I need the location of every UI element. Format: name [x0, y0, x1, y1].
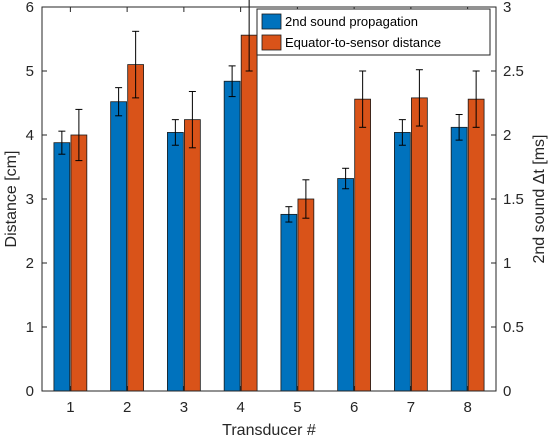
bar-series-1-transducer-6: [337, 178, 354, 392]
left-y-tick-label: 0: [26, 383, 34, 400]
bar-series-1-transducer-7: [394, 132, 411, 392]
errorbar-series-1-transducer-8: [455, 114, 463, 141]
x-tick-label: 4: [236, 399, 244, 416]
bar-series-1-transducer-8: [450, 126, 468, 392]
errorbar-series-2-transducer-2: [132, 30, 140, 99]
x-tick-label: 8: [463, 399, 471, 416]
x-tick-label: 6: [350, 399, 358, 416]
x-tick-labels: 1 2 3 4 5 6 7 8: [66, 399, 472, 416]
right-y-tick-label: 2: [503, 127, 511, 144]
x-axis-title: Transducer #: [222, 422, 316, 439]
right-y-axis-title: 2nd sound Δt [ms]: [531, 135, 548, 264]
x-tick-label: 5: [293, 399, 301, 416]
bar-series-2-transducer-6: [354, 98, 371, 392]
errorbar-series-2-transducer-8: [472, 70, 480, 128]
legend-box: [256, 8, 491, 56]
bar-series-2-transducer-5: [297, 198, 315, 392]
errorbar-series-1-transducer-2: [115, 87, 123, 117]
errorbar-series-1-transducer-4: [228, 65, 236, 98]
errorbar-series-1-transducer-5: [285, 206, 293, 223]
bar-series-1-transducer-4: [223, 80, 241, 392]
errorbar-series-1-transducer-3: [171, 119, 179, 146]
x-tick-label: 3: [180, 399, 188, 416]
bar-series: [53, 34, 485, 392]
bar-series-2-transducer-7: [411, 97, 428, 392]
bar-series-2-transducer-8: [467, 98, 485, 392]
error-bars: [58, 0, 480, 223]
errorbar-series-2-transducer-4: [245, 0, 253, 72]
bar-series-2-transducer-2: [127, 64, 144, 392]
right-y-tick-label: 0: [503, 383, 511, 400]
errorbar-series-2-transducer-7: [415, 69, 423, 127]
errorbar-series-2-transducer-6: [359, 70, 367, 128]
errorbar-series-1-transducer-6: [342, 167, 350, 190]
errorbar-series-2-transducer-5: [302, 179, 310, 219]
plot-area: [42, 7, 496, 391]
left-y-tick-label: 6: [26, 0, 34, 16]
errorbar-series-2-transducer-1: [75, 108, 83, 162]
axes: [41, 6, 497, 392]
left-y-axis-title: Distance [cm]: [3, 151, 20, 248]
right-y-tick-labels: 0 0.5 1 1.5 2 2.5 3: [503, 0, 524, 400]
errorbar-series-2-transducer-3: [188, 90, 196, 149]
errorbar-series-1-transducer-1: [58, 130, 66, 155]
bar-series-2-transducer-3: [184, 119, 201, 392]
bar-series-2-transducer-1: [70, 134, 88, 392]
bar-series-1-transducer-3: [167, 132, 184, 392]
legend-swatch-series-1: [261, 13, 282, 30]
legend: 2nd sound propagation Equator-to-sensor …: [256, 8, 491, 56]
plot-background: [42, 7, 496, 391]
bar-series-1-transducer-1: [53, 142, 71, 392]
legend-label-series-1: 2nd sound propagation: [285, 14, 418, 29]
legend-swatch-series-2: [261, 34, 282, 51]
errorbar-series-1-transducer-7: [398, 119, 406, 146]
x-tick-label: 1: [66, 399, 74, 416]
x-tick-label: 2: [123, 399, 131, 416]
left-y-tick-label: 5: [26, 63, 34, 80]
left-y-tick-label: 2: [26, 255, 34, 272]
left-y-tick-label: 4: [26, 127, 34, 144]
bar-series-1-transducer-2: [110, 101, 127, 392]
x-tick-label: 7: [407, 399, 415, 416]
legend-label-series-2: Equator-to-sensor distance: [285, 35, 441, 50]
right-y-tick-label: 3: [503, 0, 511, 16]
left-y-tick-labels: 0 1 2 3 4 5 6: [26, 0, 34, 400]
right-y-tick-label: 2.5: [503, 63, 524, 80]
bar-series-2-transducer-4: [240, 34, 258, 392]
right-y-tick-label: 1: [503, 255, 511, 272]
right-y-tick-label: 1.5: [503, 191, 524, 208]
bar-series-1-transducer-5: [280, 213, 298, 392]
left-y-tick-label: 3: [26, 191, 34, 208]
right-y-tick-label: 0.5: [503, 319, 524, 336]
left-y-tick-label: 1: [26, 319, 34, 336]
